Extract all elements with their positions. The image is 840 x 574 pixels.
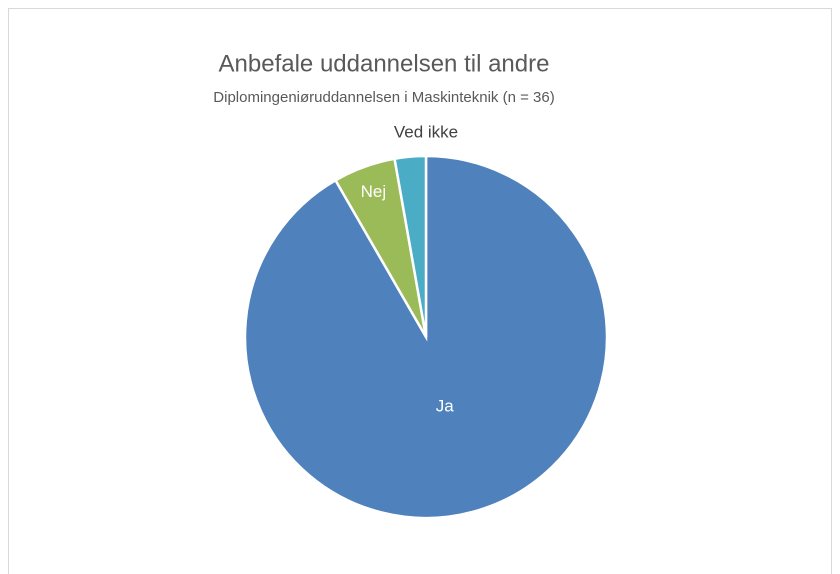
slice-label: Nej (361, 182, 387, 201)
chart-subtitle: Diplomingeniøruddannelsen i Maskinteknik… (213, 89, 554, 106)
slice-label: Ja (436, 396, 455, 415)
slice-label: Ved ikke (394, 123, 458, 142)
chart-title: Anbefale uddannelsen til andre (219, 50, 550, 77)
pie-slice (393, 154, 428, 338)
